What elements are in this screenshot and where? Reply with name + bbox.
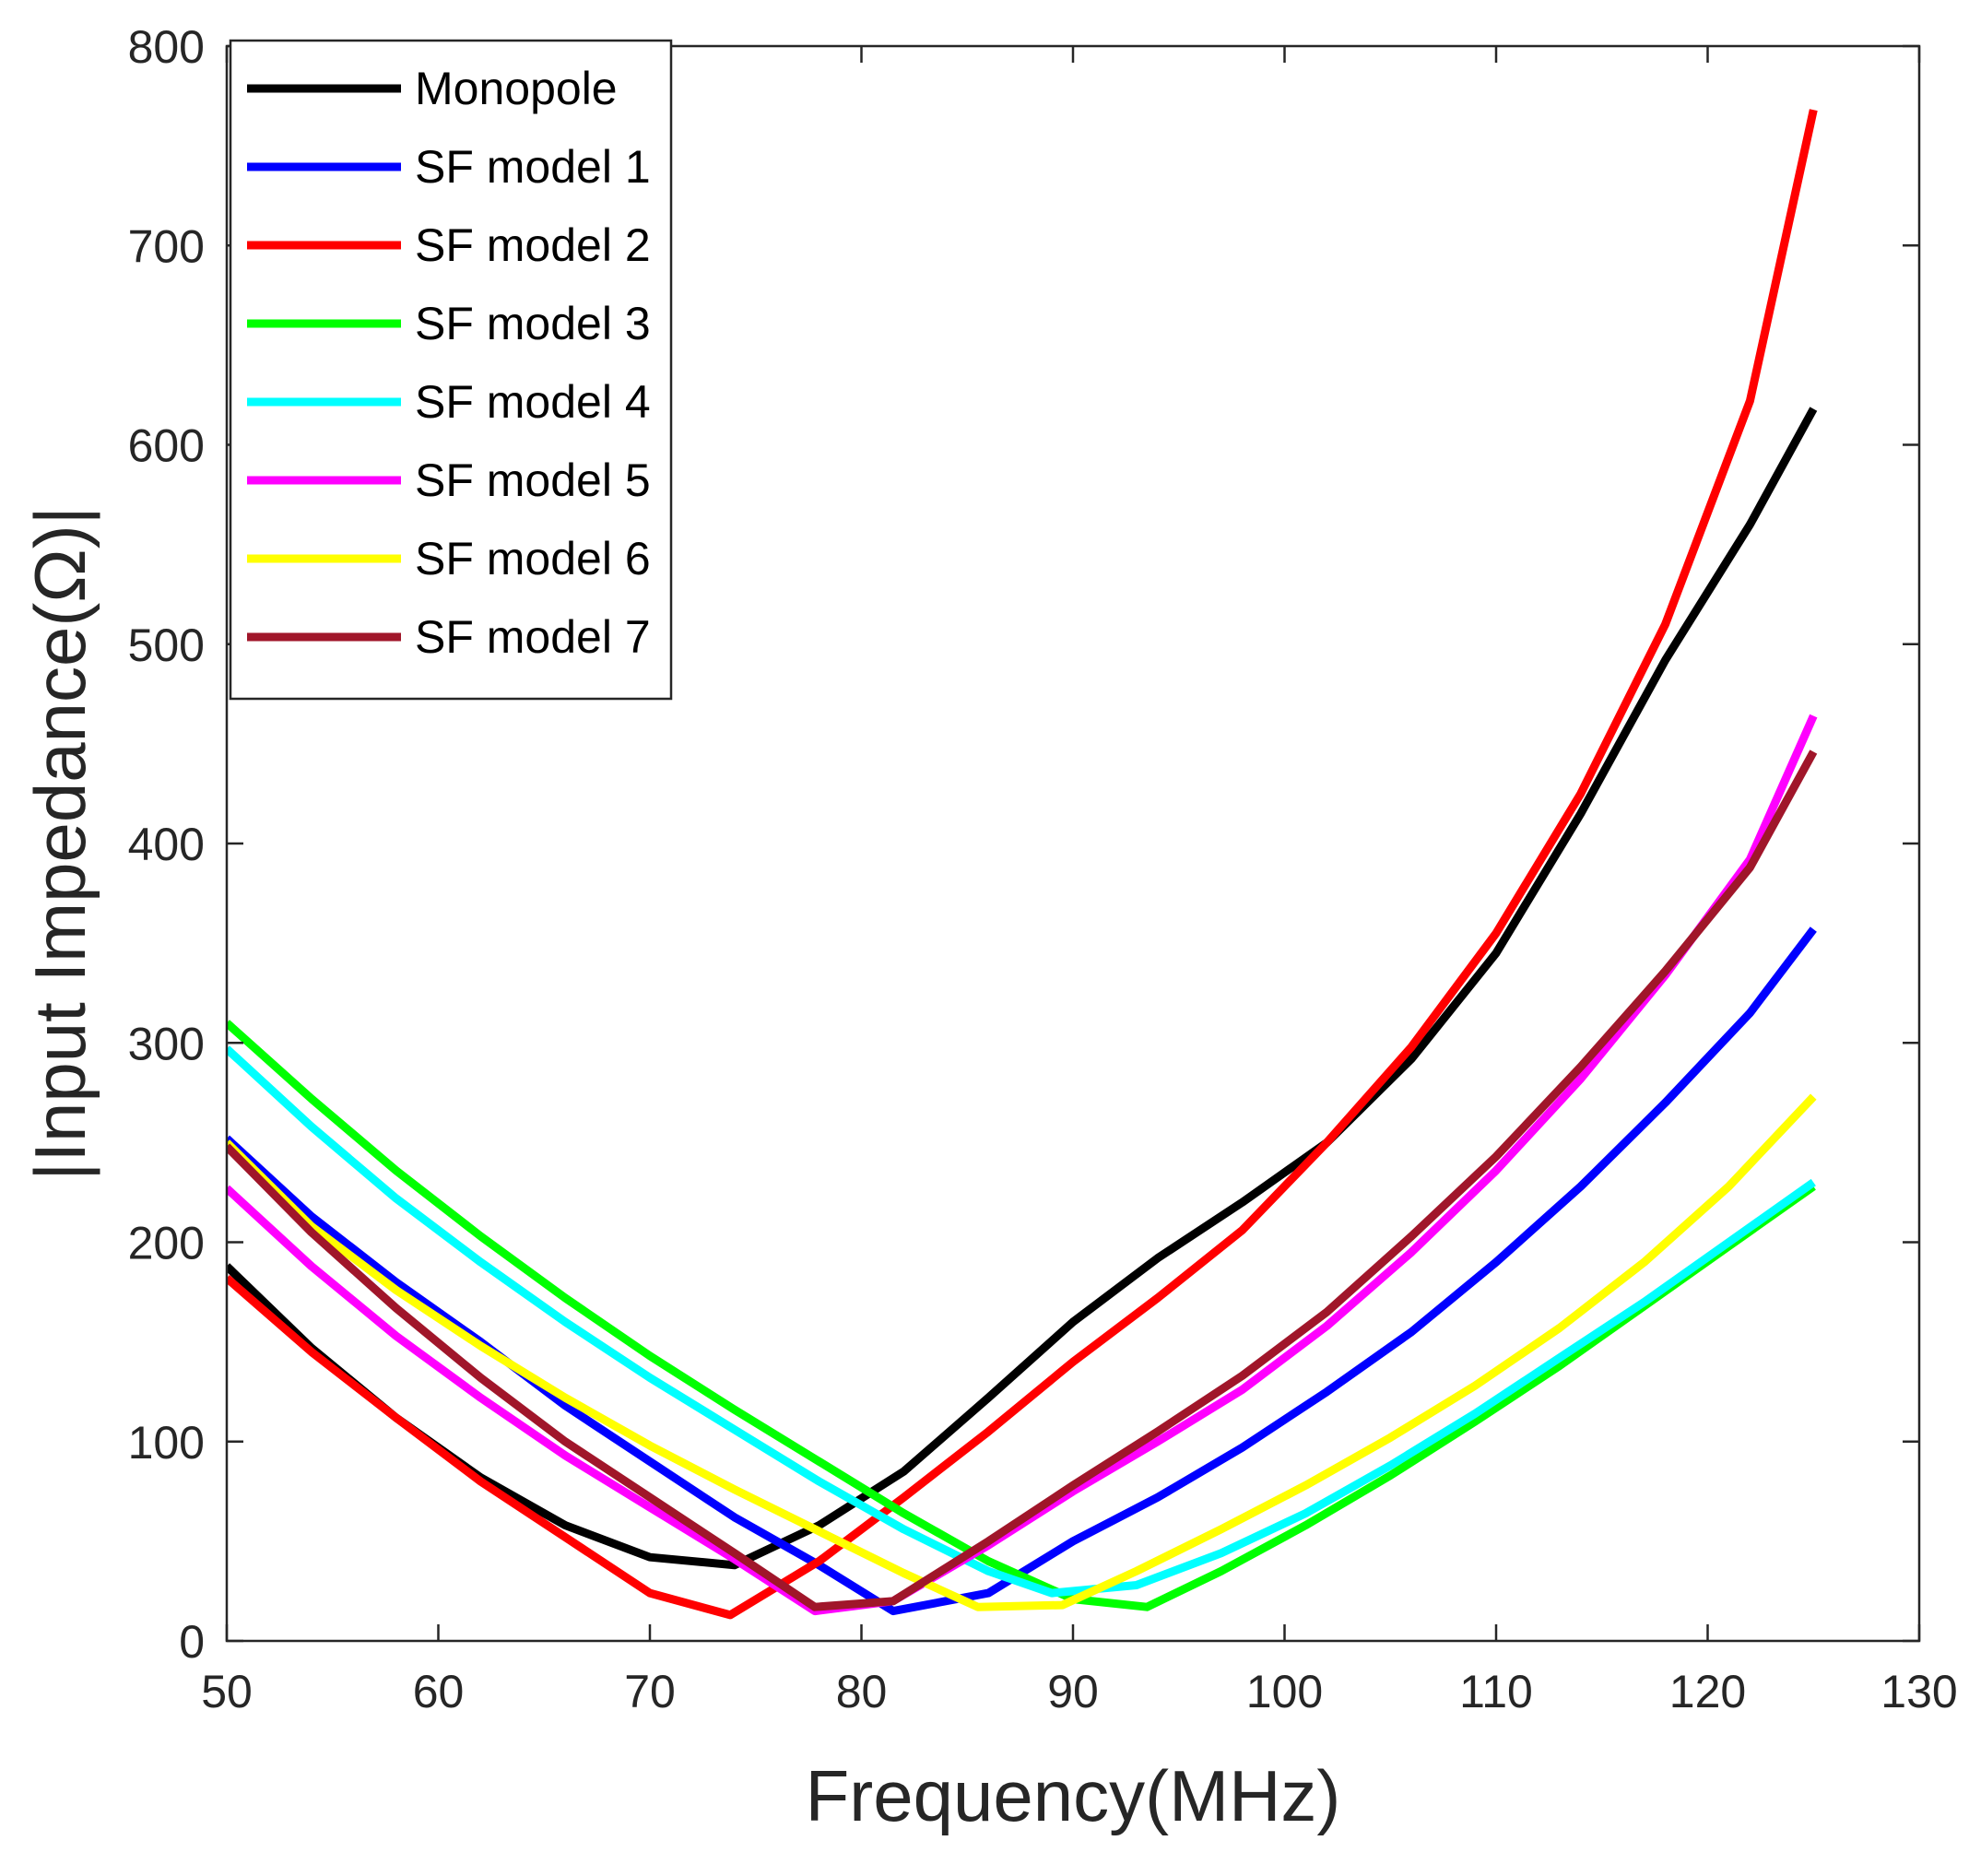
x-tick-label: 60 <box>413 1666 465 1717</box>
x-tick-label: 70 <box>624 1666 676 1717</box>
legend-box <box>229 39 673 701</box>
series-group <box>227 109 1818 1620</box>
legend-label-sf-model-4: SF model 4 <box>415 376 651 428</box>
legend-label-monopole: Monopole <box>415 63 618 114</box>
y-tick-label: 300 <box>128 1018 205 1069</box>
series-line-monopole <box>227 407 1818 1570</box>
y-tick-label: 700 <box>128 220 205 272</box>
x-axis-title: Frequency(MHz) <box>806 1755 1341 1836</box>
legend: Monopole SF model 1 SF model 2 SF model 3 SF… <box>229 39 673 701</box>
y-tick-label: 600 <box>128 420 205 472</box>
x-tick-label: 80 <box>836 1666 888 1717</box>
legend-label-sf-model-7: SF model 7 <box>415 611 651 663</box>
x-tick-label: 90 <box>1047 1666 1099 1717</box>
x-tick-label: 50 <box>201 1666 253 1717</box>
x-tick-label: 130 <box>1881 1666 1957 1717</box>
y-tick-label: 400 <box>128 819 205 870</box>
x-tick-label: 110 <box>1459 1666 1533 1717</box>
y-tick-label: 200 <box>128 1218 205 1269</box>
series-line-sf-model-2 <box>227 109 1818 1620</box>
legend-label-sf-model-5: SF model 5 <box>415 454 651 506</box>
series-line-sf-model-6 <box>227 1093 1817 1611</box>
legend-label-sf-model-3: SF model 3 <box>415 298 651 349</box>
axes: 50 60 70 80 90 100 110 120 130 0 100 200 300 400 500 60… <box>19 21 1958 1836</box>
legend-label-sf-model-6: SF model 6 <box>415 533 651 584</box>
y-tick-label: 100 <box>128 1417 205 1469</box>
x-tick-label: 100 <box>1246 1666 1323 1717</box>
y-tick-label: 800 <box>128 21 205 73</box>
series-line-sf-model-3 <box>227 1020 1816 1611</box>
y-tick-label: 0 <box>179 1616 205 1668</box>
series-line-sf-model-7 <box>227 749 1818 1611</box>
series-line-sf-model-4 <box>227 1045 1816 1598</box>
y-tick-label: 500 <box>128 619 205 671</box>
series-line-sf-model-5 <box>227 714 1818 1616</box>
legend-label-sf-model-2: SF model 2 <box>415 219 651 271</box>
legend-label-sf-model-1: SF model 1 <box>415 141 651 193</box>
y-axis-title: |Input Impedance(Ω)| <box>19 506 100 1181</box>
x-tick-label: 120 <box>1669 1666 1746 1717</box>
